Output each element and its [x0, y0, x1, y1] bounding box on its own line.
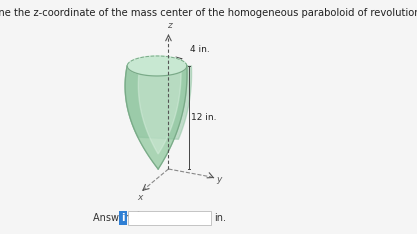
- Text: y: y: [216, 175, 222, 183]
- Text: z: z: [167, 21, 171, 30]
- Text: x: x: [138, 193, 143, 202]
- Text: 12 in.: 12 in.: [191, 113, 217, 122]
- Text: 4 in.: 4 in.: [190, 45, 209, 55]
- Text: Determine the z-coordinate of the mass center of the homogeneous paraboloid of r: Determine the z-coordinate of the mass c…: [0, 8, 417, 18]
- Polygon shape: [125, 66, 191, 139]
- Polygon shape: [125, 66, 187, 169]
- Polygon shape: [138, 66, 181, 154]
- Text: Answer: Ẑ -: Answer: Ẑ -: [93, 213, 148, 223]
- Text: in.: in.: [214, 213, 226, 223]
- Bar: [128, 211, 211, 225]
- Bar: [119, 211, 127, 225]
- Polygon shape: [127, 56, 187, 76]
- Text: i: i: [121, 213, 125, 223]
